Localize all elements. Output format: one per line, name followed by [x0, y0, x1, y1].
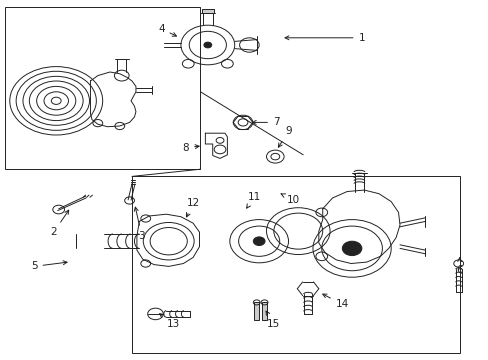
Bar — [262, 302, 266, 320]
Text: 12: 12 — [186, 198, 200, 217]
Text: 6: 6 — [455, 258, 462, 275]
Text: 14: 14 — [322, 294, 348, 309]
Text: 5: 5 — [31, 261, 67, 271]
Bar — [254, 302, 259, 320]
Text: 15: 15 — [265, 311, 280, 329]
Bar — [202, 9, 213, 13]
Text: 7: 7 — [252, 117, 279, 127]
Circle shape — [342, 241, 361, 256]
Circle shape — [203, 42, 211, 48]
Bar — [5, 7, 200, 169]
Circle shape — [253, 237, 264, 246]
Text: 11: 11 — [246, 192, 261, 208]
Text: 1: 1 — [285, 33, 365, 43]
Text: 2: 2 — [50, 210, 69, 237]
Text: 8: 8 — [182, 143, 199, 153]
Text: 13: 13 — [159, 314, 180, 329]
Text: 10: 10 — [281, 194, 299, 205]
Bar — [132, 176, 459, 353]
Text: 4: 4 — [158, 24, 176, 36]
Text: 3: 3 — [134, 207, 145, 241]
Text: 9: 9 — [278, 126, 291, 147]
